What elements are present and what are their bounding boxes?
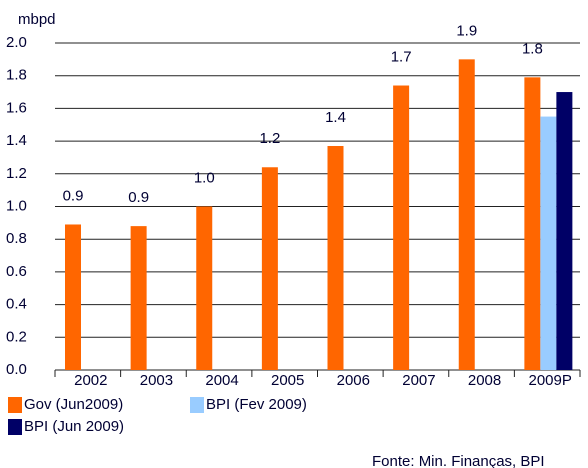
x-tick-label: 2003	[140, 372, 173, 389]
bar	[327, 146, 344, 370]
bar	[540, 116, 557, 370]
x-tick-label: 2006	[337, 372, 370, 389]
legend-label: BPI (Jun 2009)	[24, 418, 124, 435]
bar	[130, 226, 147, 370]
legend-swatch	[190, 397, 204, 413]
legend-swatch	[8, 419, 22, 435]
legend-label: BPI (Fev 2009)	[206, 396, 307, 413]
bar	[458, 59, 475, 370]
bar	[65, 224, 81, 370]
unit-label: mbpd	[18, 11, 56, 28]
bar	[556, 92, 573, 371]
source: Fonte: Min. Finanças, BPI	[372, 453, 545, 468]
bar	[524, 77, 541, 371]
legend-label: Gov (Jun2009)	[24, 396, 123, 413]
value-label: 1.9	[456, 22, 477, 39]
value-label: 0.9	[63, 187, 84, 204]
value-label: 0.9	[128, 189, 149, 206]
bar	[196, 206, 213, 370]
value-label: 1.8	[522, 40, 543, 57]
y-tick-label: 2.0	[6, 34, 27, 51]
bar	[393, 85, 410, 370]
y-tick-label: 0.0	[6, 361, 27, 378]
y-tick-label: 0.6	[6, 263, 27, 280]
value-label: 1.0	[194, 169, 215, 186]
y-tick-label: 1.6	[6, 99, 27, 116]
x-tick-label: 2002	[74, 372, 107, 389]
x-tick-label: 2008	[468, 372, 501, 389]
y-tick-label: 1.4	[6, 132, 27, 149]
y-tick-label: 1.2	[6, 165, 27, 182]
y-tick-label: 0.2	[6, 328, 27, 345]
value-label: 1.2	[259, 130, 280, 147]
x-tick-label: 2009P	[529, 372, 572, 389]
legend-swatch	[8, 397, 22, 413]
y-tick-label: 1.8	[6, 67, 27, 84]
x-tick-label: 2005	[271, 372, 304, 389]
bar	[261, 167, 278, 370]
y-tick-label: 0.4	[6, 296, 27, 313]
x-tick-label: 2004	[205, 372, 238, 389]
y-tick-label: 1.0	[6, 197, 27, 214]
y-tick-label: 0.8	[6, 230, 27, 247]
value-label: 1.4	[325, 109, 346, 126]
value-label: 1.7	[391, 48, 412, 65]
x-tick-label: 2007	[402, 372, 435, 389]
